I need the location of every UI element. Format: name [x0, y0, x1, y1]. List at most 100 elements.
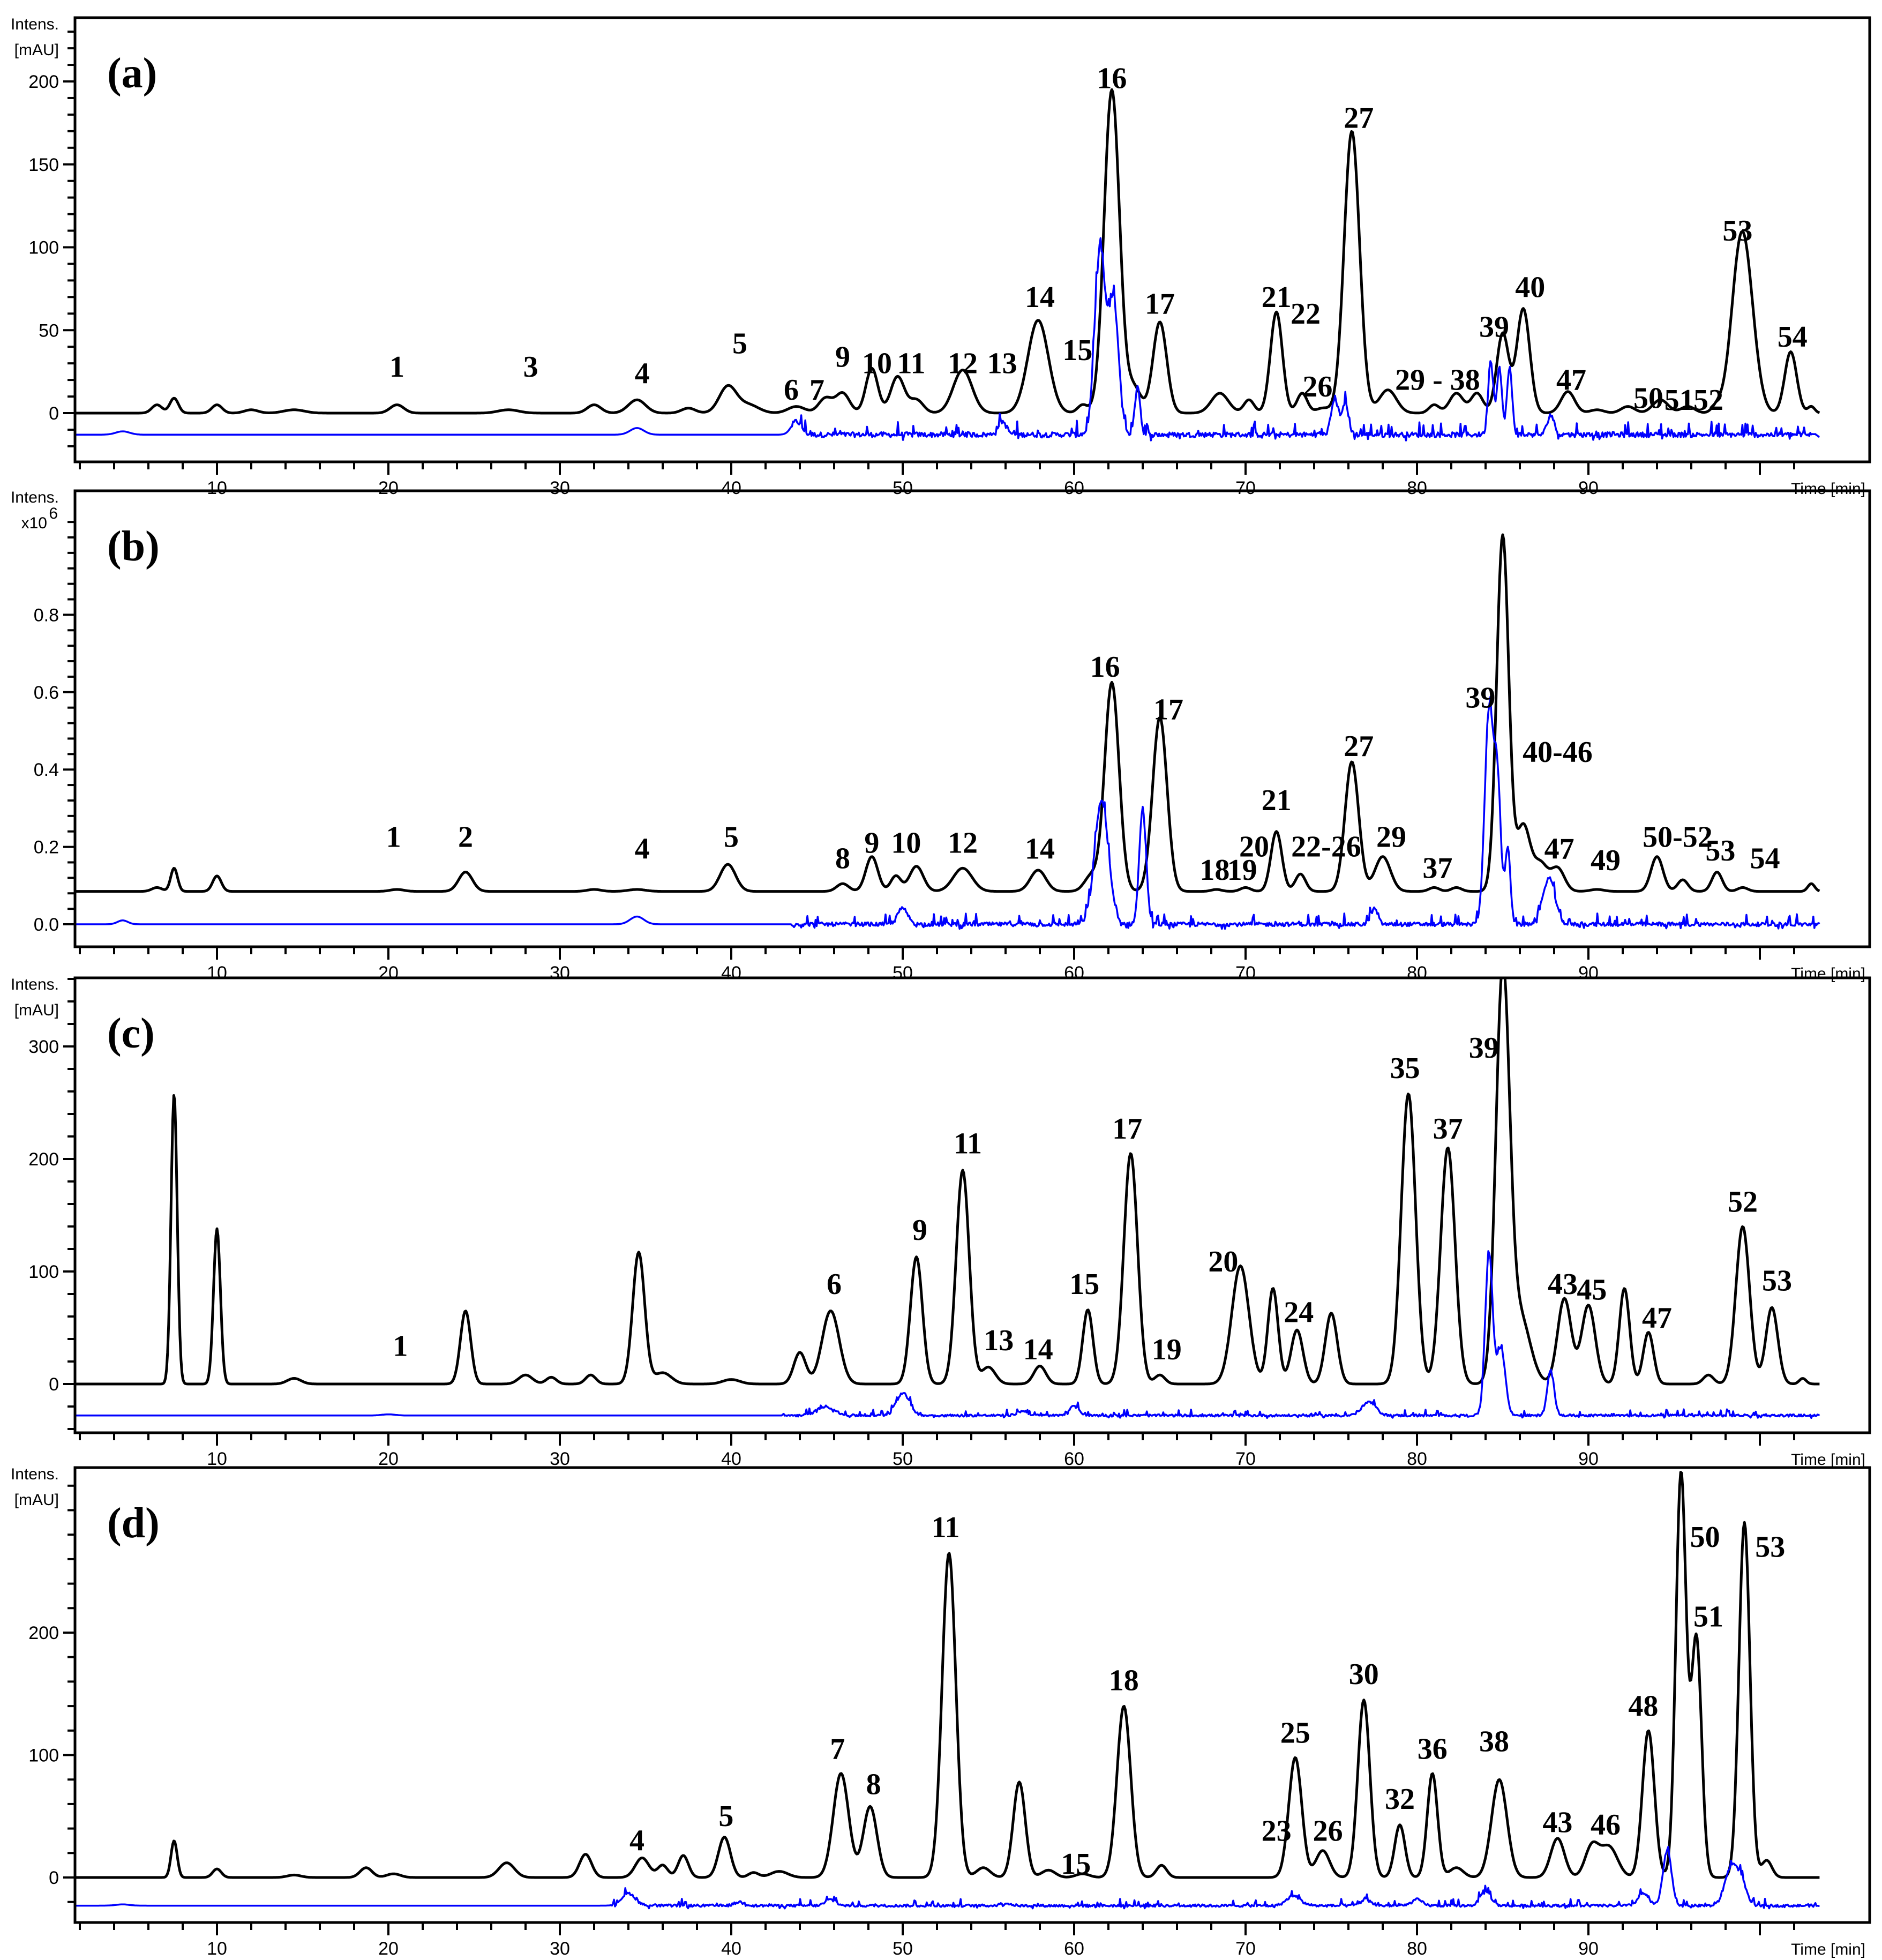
peak-label: 45 — [1577, 1274, 1607, 1307]
peak-label: 4 — [629, 1824, 644, 1858]
x-tick-label: 40 — [721, 1939, 741, 1959]
x-tick-label: 90 — [1578, 963, 1599, 983]
x-tick-label: 70 — [1235, 963, 1256, 983]
x-axis-label: Time [min] — [1791, 965, 1865, 983]
x-tick-label: 80 — [1407, 963, 1427, 983]
peak-label: 25 — [1280, 1717, 1310, 1750]
y-axis-label: Intens. — [11, 16, 59, 33]
peak-label: 9 — [912, 1214, 927, 1247]
x-tick-label: 80 — [1407, 478, 1427, 498]
peak-label: 51 — [1664, 384, 1694, 417]
peak-label: 43 — [1548, 1268, 1578, 1301]
peak-label: 50 — [1690, 1521, 1720, 1554]
peak-label: 5 — [732, 327, 747, 361]
y-tick-label: 50 — [39, 320, 59, 341]
peak-label: 53 — [1722, 214, 1752, 248]
y-tick-label: 0 — [49, 1374, 59, 1395]
uv-trace-line — [75, 978, 1820, 1386]
x-tick-label: 30 — [550, 478, 570, 498]
y-tick-label: 0.4 — [34, 760, 59, 780]
x-tick-label: 10 — [207, 1449, 227, 1469]
y-axis-label: Intens. — [11, 1465, 59, 1483]
x-tick-label: 60 — [1064, 478, 1084, 498]
x-tick-label: 10 — [207, 478, 227, 498]
plot-frame — [73, 16, 1871, 463]
y-tick-label: 0.6 — [34, 683, 59, 703]
peak-label: 14 — [1025, 281, 1055, 314]
x-tick-label: 80 — [1407, 1449, 1427, 1469]
y-tick-label: 150 — [28, 155, 59, 175]
peak-label: 10 — [862, 347, 892, 380]
y-tick-label: 100 — [28, 1262, 59, 1282]
peak-label: 7 — [809, 373, 824, 407]
x-tick-label: 20 — [378, 1449, 399, 1469]
x-tick-label: 80 — [1407, 1939, 1427, 1959]
peak-label: 53 — [1762, 1265, 1792, 1298]
y-tick-label: 0 — [49, 1868, 59, 1888]
peak-label: 6 — [827, 1268, 842, 1301]
ms-trace-line — [75, 1845, 1820, 1910]
peak-label: 9 — [835, 340, 850, 373]
peak-label: 39 — [1465, 682, 1495, 715]
peak-label: 24 — [1284, 1296, 1314, 1329]
panel-d: 0 100 200 Intens. [mAU] 10 20 30 40 50 60 70 80 90 Tim… — [11, 1465, 1871, 1959]
x-tick-label: 90 — [1578, 478, 1599, 498]
peak-label: 27 — [1344, 730, 1374, 763]
y-axis-label: Intens. — [11, 976, 59, 993]
peak-label: 47 — [1544, 832, 1574, 865]
x-tick-label: 90 — [1578, 1939, 1599, 1959]
x-tick-label: 70 — [1235, 478, 1256, 498]
x-tick-label: 50 — [893, 478, 913, 498]
peak-label: 5 — [718, 1800, 733, 1833]
peak-label: 43 — [1542, 1806, 1572, 1839]
y-axis-exponent: 6 — [49, 505, 58, 522]
peak-label: 11 — [932, 1511, 960, 1544]
peak-label: 48 — [1628, 1689, 1658, 1723]
x-tick-label: 40 — [721, 1449, 741, 1469]
peak-label: 40 — [1515, 271, 1545, 304]
peak-label: 30 — [1349, 1658, 1379, 1691]
peak-label: 14 — [1025, 832, 1055, 865]
ms-trace-line — [75, 237, 1820, 442]
peak-label: 52 — [1693, 384, 1723, 417]
peak-label: 17 — [1153, 693, 1183, 726]
peak-label: 46 — [1591, 1808, 1621, 1842]
x-tick-label: 20 — [378, 963, 399, 983]
peak-label: 54 — [1750, 842, 1780, 875]
x-axis-label: Time [min] — [1791, 1941, 1865, 1958]
peak-label: 22-26 — [1291, 831, 1361, 864]
peak-label: 9 — [864, 826, 879, 859]
peak-label: 53 — [1755, 1530, 1785, 1563]
uv-trace-line — [75, 533, 1820, 893]
panel-letter: (b) — [107, 523, 160, 570]
y-tick-label: 100 — [28, 1746, 59, 1766]
peak-label: 38 — [1479, 1725, 1509, 1759]
peak-label: 32 — [1385, 1783, 1415, 1816]
peak-label: 1 — [386, 821, 401, 854]
peak-label: 12 — [948, 826, 978, 859]
peak-label: 47 — [1556, 364, 1586, 397]
x-tick-label: 70 — [1235, 1449, 1256, 1469]
y-tick-label: 0.0 — [34, 915, 59, 935]
x-tick-label: 30 — [550, 1449, 570, 1469]
peak-label: 22 — [1291, 297, 1321, 331]
ms-trace-line — [75, 695, 1820, 930]
x-tick-label: 60 — [1064, 1449, 1084, 1469]
y-axis-unit: [mAU] — [14, 41, 59, 59]
x-tick-label: 50 — [893, 963, 913, 983]
peak-label: 21 — [1262, 281, 1292, 314]
peak-label: 18 — [1109, 1664, 1139, 1697]
peak-label: 13 — [987, 347, 1017, 380]
peak-label: 23 — [1262, 1814, 1292, 1847]
x-tick-label: 40 — [721, 963, 741, 983]
peak-label: 47 — [1642, 1301, 1672, 1335]
peak-label: 6 — [784, 373, 799, 407]
y-tick-label: 0.8 — [34, 605, 59, 625]
peak-label: 19 — [1227, 854, 1257, 887]
panel-c: 0 100 200 300 Intens. [mAU] 10 20 30 40 50 60 70 80 90… — [11, 976, 1871, 1469]
peak-label: 37 — [1433, 1112, 1463, 1146]
x-tick-label: 60 — [1064, 963, 1084, 983]
peak-label: 36 — [1418, 1732, 1448, 1766]
